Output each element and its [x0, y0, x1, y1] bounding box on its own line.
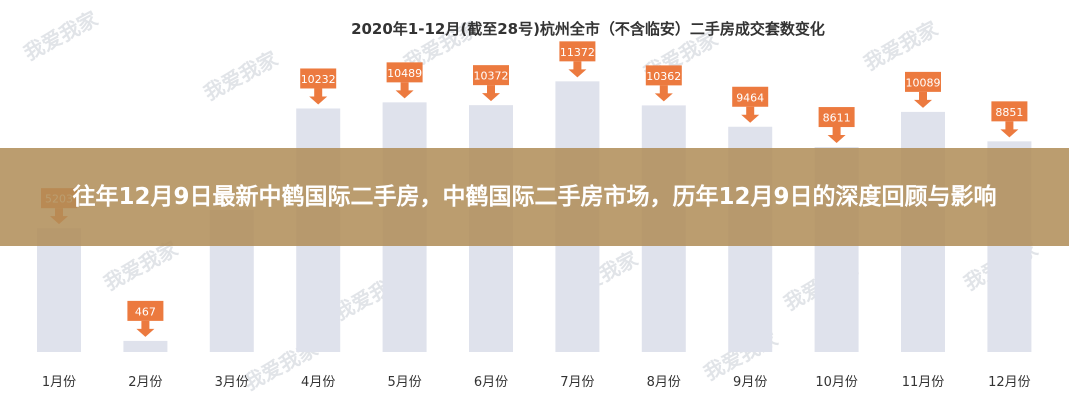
- data-label-arrow: [741, 106, 760, 123]
- data-label-7: 11372: [559, 41, 596, 78]
- data-label-5: 10489: [386, 62, 423, 99]
- x-tick-label: 2月份: [128, 375, 162, 390]
- data-label-arrow: [827, 127, 846, 144]
- x-tick-label: 6月份: [474, 375, 508, 390]
- data-label-4: 10232: [300, 68, 337, 105]
- data-label-11: 10089: [905, 71, 941, 108]
- data-label-box: [559, 41, 596, 62]
- x-tick-label: 12月份: [988, 375, 1031, 390]
- x-tick-label: 11月份: [902, 375, 945, 390]
- chart-title: 2020年1-12月(截至28号)杭州全市（不含临安）二手房成交套数变化: [351, 20, 825, 38]
- data-label-box: [300, 68, 337, 89]
- data-label-9: 9464: [732, 86, 769, 123]
- data-label-box: [905, 71, 941, 92]
- data-label-box: [127, 300, 164, 321]
- data-label-box: [991, 101, 1028, 122]
- x-tick-labels: 1月份 2月份 3月份 4月份 5月份 6月份 7月份 8月份 9月份 10月份 11月份 12月份: [42, 375, 1031, 390]
- data-label-10: 8611: [818, 107, 855, 144]
- data-label-box: [386, 62, 423, 83]
- data-label-text: 8611: [823, 112, 851, 125]
- data-label-arrow: [1000, 121, 1019, 138]
- data-label-arrow: [395, 82, 414, 99]
- data-label-text: 10089: [906, 76, 941, 89]
- data-label-text: 8851: [995, 106, 1023, 119]
- x-tick-label: 7月份: [560, 375, 594, 390]
- data-label-arrow: [309, 88, 328, 105]
- data-label-text: 467: [135, 305, 156, 318]
- bar-2: [123, 340, 168, 352]
- x-tick-label: 8月份: [647, 375, 681, 390]
- data-label-2: 467: [127, 300, 164, 337]
- data-label-box: [645, 65, 682, 86]
- data-label-text: 11372: [560, 46, 595, 59]
- x-tick-label: 4月份: [301, 375, 335, 390]
- bar-1: [37, 228, 81, 352]
- data-label-text: 10232: [301, 73, 336, 86]
- x-tick-label: 5月份: [387, 375, 421, 390]
- data-label-text: 10362: [646, 70, 681, 83]
- data-label-text: 9464: [736, 91, 764, 104]
- data-label-8: 10362: [645, 65, 682, 102]
- title-banner: 往年12月9日最新中鹤国际二手房，中鹤国际二手房市场，历年12月9日的深度回顾与…: [0, 148, 1069, 246]
- x-tick-label: 10月份: [815, 375, 858, 390]
- data-label-12: 8851: [991, 101, 1028, 138]
- data-label-box: [473, 65, 509, 86]
- banner-title: 往年12月9日最新中鹤国际二手房，中鹤国际二手房市场，历年12月9日的深度回顾与…: [72, 183, 997, 210]
- data-label-box: [818, 107, 855, 128]
- x-tick-label: 3月份: [215, 375, 249, 390]
- data-label-arrow: [654, 85, 673, 102]
- data-label-6: 10372: [473, 65, 509, 102]
- data-label-arrow: [482, 85, 500, 102]
- data-label-arrow: [914, 91, 932, 108]
- x-tick-label: 1月份: [42, 375, 76, 390]
- data-label-arrow: [568, 61, 587, 78]
- data-label-text: 10372: [474, 70, 509, 83]
- data-label-text: 10489: [387, 67, 422, 80]
- x-tick-label: 9月份: [733, 375, 767, 390]
- data-label-arrow: [136, 320, 155, 337]
- data-label-box: [732, 86, 769, 107]
